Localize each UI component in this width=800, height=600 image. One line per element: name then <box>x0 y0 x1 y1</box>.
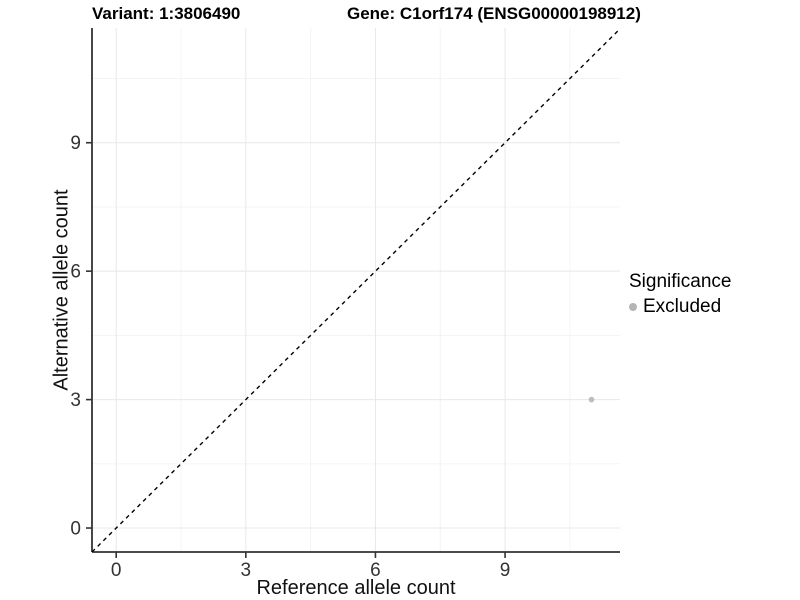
legend: Significance Excluded <box>629 271 731 318</box>
legend-item-excluded: Excluded <box>629 296 731 318</box>
y-tick-label: 3 <box>70 390 81 411</box>
gene-title: Gene: C1orf174 (ENSG00000198912) <box>347 4 641 23</box>
y-axis-title: Alternative allele count <box>50 189 73 391</box>
x-axis-title: Reference allele count <box>256 577 456 599</box>
y-tick-label: 9 <box>70 133 81 154</box>
variant-title: Variant: 1:3806490 <box>92 4 241 23</box>
legend-excluded-dot-icon <box>629 303 637 311</box>
legend-title: Significance <box>629 271 732 292</box>
identity-line <box>91 28 621 553</box>
x-tick-label: 9 <box>500 560 511 581</box>
x-tick-label: 3 <box>241 560 252 581</box>
legend-item-label: Excluded <box>643 296 722 317</box>
x-tick-label: 6 <box>370 560 381 581</box>
data-point <box>588 396 595 403</box>
x-tick-label: 0 <box>111 560 122 581</box>
y-tick-label: 6 <box>70 262 81 283</box>
y-tick-label: 0 <box>70 519 81 540</box>
